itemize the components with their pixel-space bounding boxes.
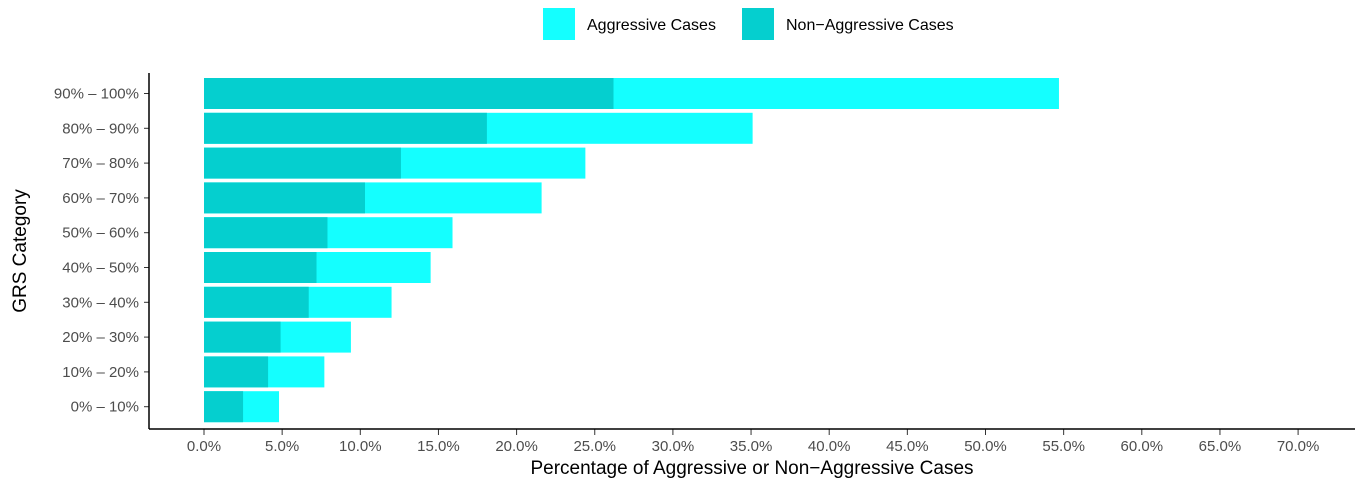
bar-non-aggressive-8 [204,356,268,387]
legend-label-non-aggressive: Non−Aggressive Cases [786,17,954,34]
x-tick-label: 35.0% [730,438,773,455]
x-tick-label: 15.0% [417,438,460,455]
x-tick-label: 45.0% [886,438,929,455]
bar-non-aggressive-6 [204,287,309,318]
legend-label-aggressive: Aggressive Cases [587,17,716,34]
y-axis-title: GRS Category [10,189,31,313]
bar-non-aggressive-3 [204,182,365,213]
x-ticks: 0.0% 5.0% 10.0% 15.0% 20.0% 25.0% 30.0% 35.0% 40… [187,429,1319,455]
bars [204,78,1059,422]
y-tick-label: 60% – 70% [62,190,139,207]
x-axis-title: Percentage of Aggressive or Non−Aggressi… [530,458,973,479]
bar-non-aggressive-5 [204,252,317,283]
legend: Aggressive Cases Non−Aggressive Cases [543,8,954,40]
bar-non-aggressive-7 [204,322,281,353]
bar-non-aggressive-9 [204,391,243,422]
bar-non-aggressive-4 [204,217,327,248]
y-tick-label: 10% – 20% [62,364,139,381]
y-tick-label: 50% – 60% [62,225,139,242]
legend-swatch-aggressive [543,8,575,40]
y-tick-label: 70% – 80% [62,155,139,172]
y-tick-label: 0% – 10% [71,399,139,416]
x-tick-label: 10.0% [339,438,382,455]
y-tick-label: 20% – 30% [62,329,139,346]
bar-non-aggressive-0 [204,78,614,109]
y-tick-labels: 90% – 100% 80% – 90% 70% – 80% 60% – 70% 50%… [54,86,149,416]
x-tick-label: 0.0% [187,438,221,455]
x-tick-label: 40.0% [808,438,851,455]
x-tick-label: 50.0% [964,438,1007,455]
x-tick-label: 25.0% [573,438,616,455]
legend-swatch-non-aggressive [742,8,774,40]
bar-non-aggressive-2 [204,148,401,179]
x-tick-label: 20.0% [495,438,538,455]
x-tick-label: 5.0% [265,438,299,455]
bar-non-aggressive-1 [204,113,487,144]
y-tick-label: 40% – 50% [62,260,139,277]
x-tick-label: 55.0% [1042,438,1085,455]
y-tick-label: 90% – 100% [54,86,139,103]
x-tick-label: 30.0% [652,438,695,455]
x-tick-label: 70.0% [1277,438,1320,455]
x-tick-label: 65.0% [1199,438,1242,455]
y-tick-label: 80% – 90% [62,120,139,137]
x-tick-label: 60.0% [1121,438,1164,455]
y-tick-label: 30% – 40% [62,294,139,311]
